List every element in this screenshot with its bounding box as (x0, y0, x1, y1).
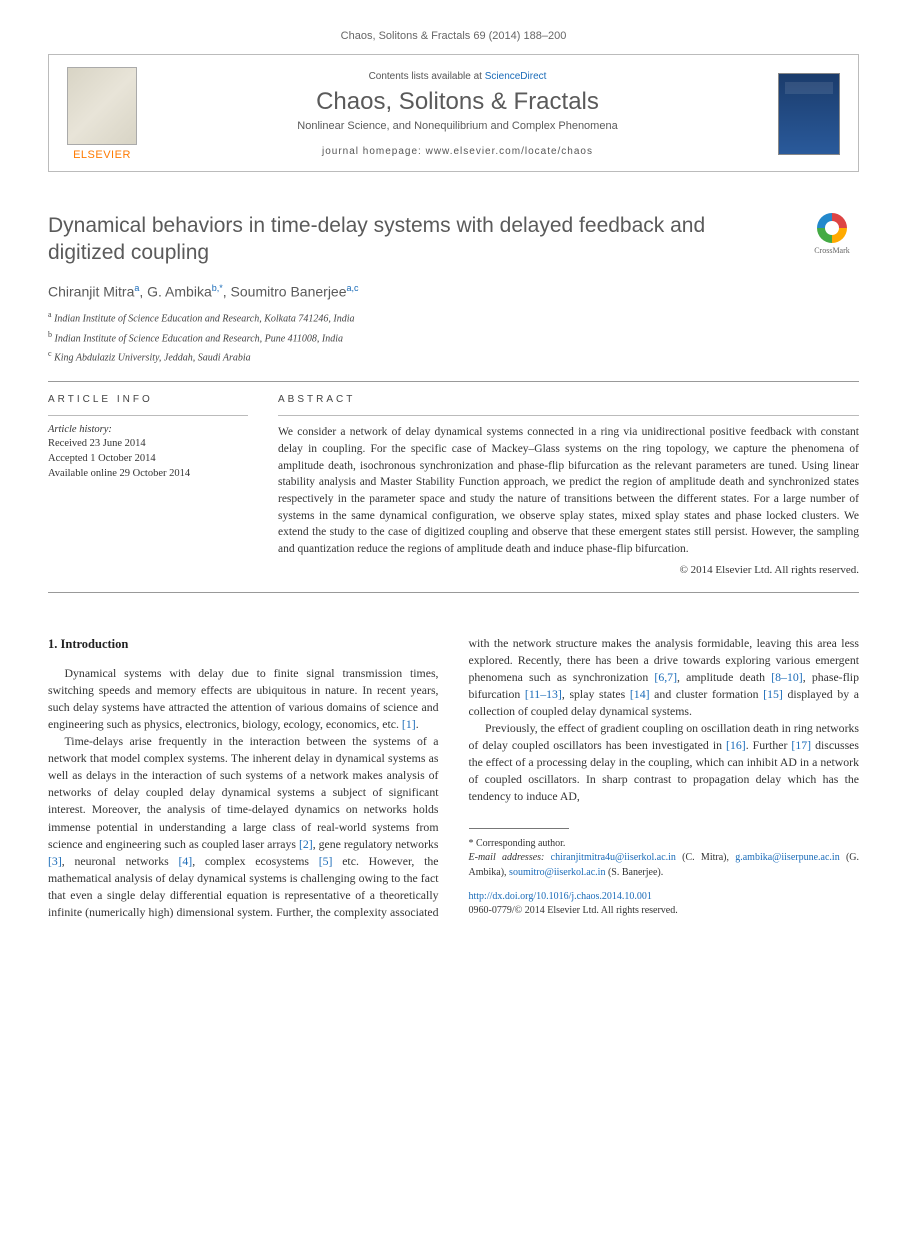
publisher-logo-block: ELSEVIER (67, 67, 137, 161)
crossmark-badge[interactable]: CrossMark (805, 213, 859, 255)
citation-link[interactable]: [8–10] (771, 670, 802, 684)
author: Soumitro Banerjee (231, 283, 347, 299)
body-text: and cluster formation (650, 687, 764, 701)
info-abstract-row: ARTICLE INFO Article history: Received 2… (48, 394, 859, 575)
body-paragraph: Previously, the effect of gradient coupl… (469, 720, 860, 805)
masthead-center: Contents lists available at ScienceDirec… (151, 71, 764, 157)
affiliation: b Indian Institute of Science Education … (48, 329, 859, 346)
article-title: Dynamical behaviors in time-delay system… (48, 212, 859, 267)
accepted-date: Accepted 1 October 2014 (48, 452, 248, 467)
journal-cover-thumbnail (778, 73, 840, 155)
citation-link[interactable]: [5] (319, 854, 333, 868)
affil-mark: c (48, 349, 52, 358)
elsevier-tree-icon (67, 67, 137, 145)
journal-subtitle: Nonlinear Science, and Nonequilibrium an… (151, 120, 764, 132)
affil-mark: b (48, 330, 52, 339)
affiliation: c King Abdulaziz University, Jeddah, Sau… (48, 348, 859, 365)
contents-prefix: Contents lists available at (369, 71, 485, 82)
body-text: , gene regulatory networks (313, 837, 439, 851)
body-text: . Further (746, 738, 792, 752)
author-mark: b,* (212, 283, 223, 293)
affil-mark: a (48, 310, 52, 319)
email-line: E-mail addresses: chiranjitmitra4u@iiser… (469, 851, 860, 880)
running-header: Chaos, Solitons & Fractals 69 (2014) 188… (48, 30, 859, 42)
abstract-text: We consider a network of delay dynamical… (278, 424, 859, 557)
body-text: , complex ecosystems (192, 854, 319, 868)
author-mark: a,c (347, 283, 359, 293)
article-info-heading: ARTICLE INFO (48, 394, 248, 405)
sciencedirect-link[interactable]: ScienceDirect (485, 71, 547, 82)
email-link[interactable]: g.ambika@iiserpune.ac.in (735, 852, 839, 863)
abstract-copyright: © 2014 Elsevier Ltd. All rights reserved… (278, 564, 859, 576)
footnote-rule (469, 828, 569, 829)
citation-link[interactable]: [15] (763, 687, 783, 701)
email-label: E-mail addresses: (469, 852, 551, 863)
footer-block: * Corresponding author. E-mail addresses… (469, 828, 860, 919)
journal-homepage: journal homepage: www.elsevier.com/locat… (151, 146, 764, 157)
article-info-block: ARTICLE INFO Article history: Received 2… (48, 394, 248, 575)
citation-link[interactable]: [14] (630, 687, 650, 701)
author: G. Ambika (147, 283, 212, 299)
affil-text: Indian Institute of Science Education an… (54, 314, 354, 325)
email-name: (C. Mitra), (676, 852, 735, 863)
body-text: , amplitude death (677, 670, 771, 684)
email-link[interactable]: chiranjitmitra4u@iiserkol.ac.in (551, 852, 676, 863)
body-two-column: 1. Introduction Dynamical systems with d… (48, 635, 859, 922)
body-text: . (416, 717, 419, 731)
citation-link[interactable]: [16] (726, 738, 746, 752)
crossmark-icon (817, 213, 847, 243)
divider (278, 415, 859, 416)
author-list: Chiranjit Mitraa, G. Ambikab,*, Soumitro… (48, 283, 859, 300)
abstract-block: ABSTRACT We consider a network of delay … (278, 394, 859, 575)
email-name: (S. Banerjee). (605, 867, 663, 878)
body-paragraph: Dynamical systems with delay due to fini… (48, 665, 439, 733)
citation-link[interactable]: [2] (299, 837, 313, 851)
affil-text: King Abdulaziz University, Jeddah, Saudi… (54, 352, 251, 363)
received-date: Received 23 June 2014 (48, 437, 248, 452)
contents-list-line: Contents lists available at ScienceDirec… (151, 71, 764, 82)
divider (48, 415, 248, 416)
body-text: Time-delays arise frequently in the inte… (48, 734, 439, 851)
citation-link[interactable]: [17] (791, 738, 811, 752)
citation-link[interactable]: [6,7] (654, 670, 677, 684)
affiliation: a Indian Institute of Science Education … (48, 309, 859, 326)
citation-link[interactable]: [1] (402, 717, 416, 731)
doi-block: http://dx.doi.org/10.1016/j.chaos.2014.1… (469, 890, 860, 918)
citation-link[interactable]: [4] (178, 854, 192, 868)
corresponding-label: * Corresponding author. (469, 837, 860, 852)
online-date: Available online 29 October 2014 (48, 467, 248, 482)
body-text: Dynamical systems with delay due to fini… (48, 666, 439, 731)
issn-copyright: 0960-0779/© 2014 Elsevier Ltd. All right… (469, 904, 860, 918)
history-label: Article history: (48, 424, 248, 435)
journal-name: Chaos, Solitons & Fractals (151, 88, 764, 116)
crossmark-label: CrossMark (814, 246, 850, 255)
author-mark: a (134, 283, 139, 293)
corresponding-author-block: * Corresponding author. E-mail addresses… (469, 837, 860, 881)
citation-link[interactable]: [11–13] (525, 687, 562, 701)
body-text: , neuronal networks (62, 854, 179, 868)
section-heading: 1. Introduction (48, 635, 439, 653)
email-link[interactable]: soumitro@iiserkol.ac.in (509, 867, 605, 878)
body-text: , splay states (562, 687, 630, 701)
divider (48, 592, 859, 593)
divider (48, 381, 859, 382)
doi-link[interactable]: http://dx.doi.org/10.1016/j.chaos.2014.1… (469, 890, 860, 904)
affil-text: Indian Institute of Science Education an… (55, 333, 344, 344)
citation-link[interactable]: [3] (48, 854, 62, 868)
abstract-heading: ABSTRACT (278, 394, 859, 405)
masthead: ELSEVIER Contents lists available at Sci… (48, 54, 859, 172)
author: Chiranjit Mitra (48, 283, 134, 299)
publisher-name: ELSEVIER (67, 149, 137, 161)
